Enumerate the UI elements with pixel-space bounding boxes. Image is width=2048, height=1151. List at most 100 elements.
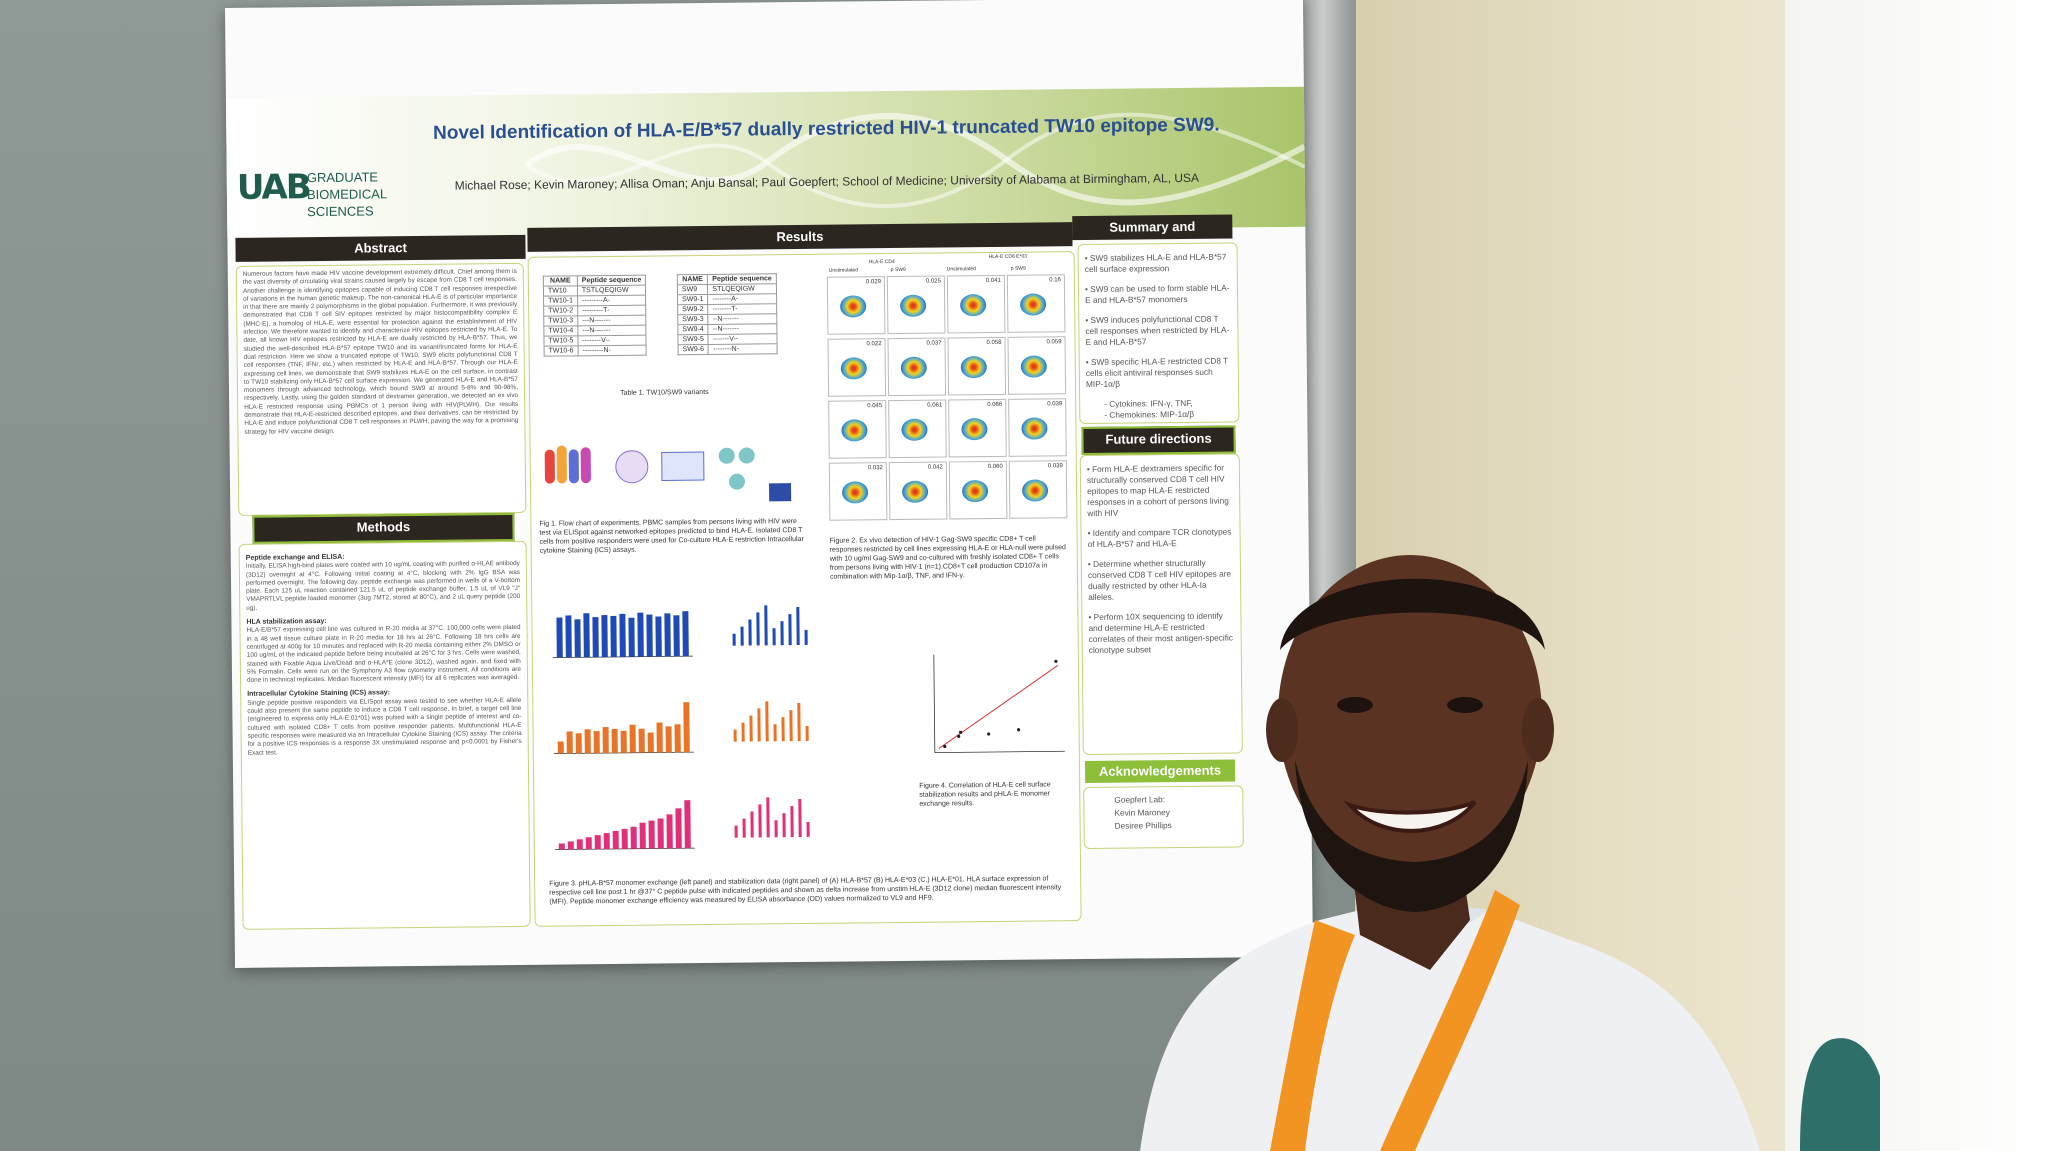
stabilization-bar [758, 804, 762, 838]
cell-population-blob [900, 356, 927, 379]
flow-plot-panel: 0.059 [1007, 336, 1067, 395]
table-cell: TW10-4 [543, 325, 578, 337]
summary-item: • SW9 stabilizes HLA-E and HLA-B*57 cell… [1084, 251, 1227, 275]
poster-banner [225, 86, 1306, 238]
future-item: • Form HLA-E dextramers specific for str… [1086, 462, 1229, 518]
summary-list: • SW9 stabilizes HLA-E and HLA-B*57 cell… [1085, 251, 1233, 421]
face [1278, 555, 1542, 875]
cell-population-blob [961, 480, 989, 503]
fig2-group-label: HLA-E CD8 E*03 [988, 253, 1028, 261]
stabilization-bar [796, 607, 800, 646]
flow-plot-panel: 0.060 [948, 460, 1008, 520]
table-cell: ---------N- [577, 345, 647, 356]
stabilization-bar [772, 628, 776, 646]
summary-item: • SW9 can be used to form stable HLA-E a… [1084, 282, 1230, 306]
fig2-col-label: Unstimulated [828, 267, 859, 274]
bar [566, 731, 573, 754]
table-cell: TSTLQEQIGW [577, 285, 646, 296]
people-icon [544, 445, 591, 484]
stabilization-bar [748, 619, 752, 646]
stabilization-bar [804, 629, 808, 645]
summary-header: Summary and Conclusion [1072, 214, 1233, 259]
flow-plot-panel: 0.058 [947, 336, 1007, 396]
cell-population-blob [840, 357, 867, 380]
stabilization-bar [780, 621, 784, 646]
metal-frame [1300, 0, 1356, 620]
cell-icon [738, 447, 755, 464]
stabilization-bar [741, 722, 745, 742]
bar [648, 820, 655, 849]
right-eye [1447, 697, 1483, 713]
panel-value: 0.039 [1047, 463, 1063, 470]
flow-plot-panel: 0.042 [888, 461, 948, 521]
right-ear [1522, 698, 1554, 762]
stabilization-bar [782, 813, 786, 838]
stabilization-bar [749, 715, 753, 742]
panel-value: 0.032 [867, 465, 883, 472]
bar [646, 614, 653, 657]
bar [666, 814, 673, 849]
lanyard-right [1380, 890, 1520, 1151]
bar [576, 839, 583, 850]
stabilization-bar [797, 703, 801, 742]
bar [619, 613, 626, 657]
bar [621, 828, 628, 849]
abstract-text: Numerous factors have made HIV vaccine d… [242, 267, 519, 436]
stabilization-bar [790, 806, 794, 838]
table-row: TW10-6 ---------N- [544, 345, 647, 357]
bar [594, 835, 601, 850]
cell-population-blob [841, 481, 869, 504]
stabilization-bar [764, 605, 768, 646]
stabilization-bar [789, 710, 793, 742]
stabilization-bar [774, 820, 778, 838]
cell-population-blob [1020, 355, 1047, 378]
fig3-caption: Figure 3. pHLA-B*57 monomer exchange (le… [549, 875, 1062, 906]
bar [611, 728, 618, 753]
fig4-scatter-plot [917, 647, 1069, 769]
fig2-caption: Figure 2. Ex vivo detection of HIV-1 Gag… [829, 535, 1066, 581]
flow-plot-panel: 0.066 [948, 398, 1007, 458]
panel-value: 0.041 [985, 277, 1001, 285]
flow-plot-panel: 0.025 [886, 275, 946, 335]
fig2-col-label: p SW9 [1010, 265, 1026, 272]
bar [583, 613, 590, 658]
bar [656, 722, 663, 753]
bar [674, 724, 681, 753]
cell-population-blob [960, 294, 987, 317]
flow-plot-panel: 0.029 [826, 276, 886, 335]
cell-population-blob [841, 419, 868, 442]
panel-value: 0.029 [865, 279, 881, 286]
table-cell: SW9-6 [678, 344, 709, 355]
summary-box: • SW9 stabilizes HLA-E and HLA-B*57 cell… [1077, 242, 1240, 425]
stabilization-bar [766, 797, 770, 838]
panel-value: 0.039 [1047, 401, 1063, 408]
table-header: Peptide sequence [577, 275, 646, 286]
table-cell: TW10-6 [544, 345, 579, 357]
bar [664, 613, 671, 657]
tw10-table: NAME Peptide sequence TW10 TSTLQEQIGW TW10-… [543, 275, 647, 357]
cell-population-blob [840, 295, 867, 318]
abstract-box: Numerous factors have made HIV vaccine d… [235, 262, 527, 516]
stabilization-bar [742, 818, 746, 838]
cell-population-blob [900, 294, 927, 317]
stabilization-bar [781, 717, 785, 742]
stabilization-bar [765, 701, 769, 742]
bar [638, 728, 645, 753]
panel-value: 0.045 [867, 403, 883, 410]
panel-value: 0.025 [925, 278, 941, 285]
bar [657, 818, 664, 849]
panel-value: 0.059 [1046, 339, 1062, 346]
panel-value: 0.061 [927, 402, 943, 409]
bar [567, 841, 574, 850]
panel-value: 0.060 [987, 463, 1003, 471]
cell-population-blob [1020, 293, 1047, 316]
bar [629, 724, 636, 753]
bar [683, 702, 690, 753]
table-cell: --------N- [708, 343, 778, 355]
bar [637, 612, 644, 657]
cell-icon [718, 447, 735, 464]
table-cell: SW9-3 [677, 314, 709, 325]
flow-plot-panel: 0.061 [888, 399, 947, 459]
flow-plot-panel: 0.032 [828, 462, 888, 521]
cell-population-blob [960, 356, 987, 379]
